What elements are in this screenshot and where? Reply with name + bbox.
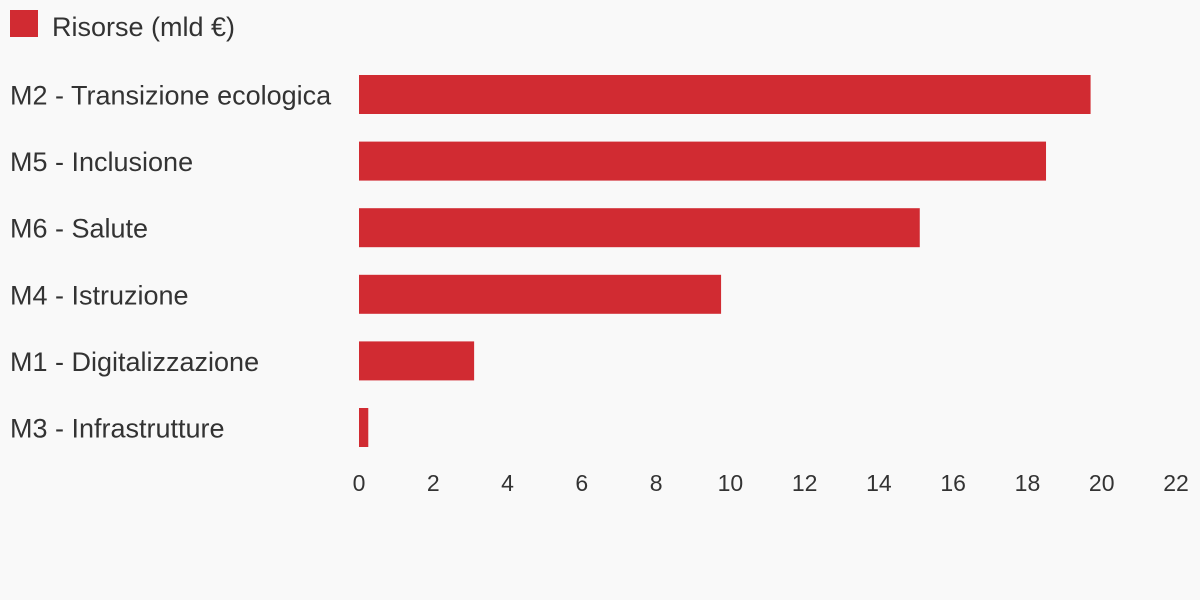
bar: [359, 408, 369, 447]
bar: [359, 274, 722, 314]
legend-label: Risorse (mld €): [52, 12, 235, 42]
category-labels: M2 - Transizione ecologica M5 - Inclusion…: [10, 81, 332, 444]
x-tick-label: 8: [650, 470, 663, 496]
x-tick-label: 6: [575, 470, 588, 496]
x-tick-label: 0: [353, 470, 366, 496]
legend: Risorse (mld €): [10, 10, 235, 42]
bar: [359, 341, 475, 381]
x-tick-label: 20: [1089, 470, 1115, 496]
x-tick-label: 22: [1163, 470, 1189, 496]
bars: [359, 75, 1091, 447]
x-tick-label: 2: [427, 470, 440, 496]
x-tick-label: 10: [718, 470, 744, 496]
category-label: M2 - Transizione ecologica: [10, 81, 332, 111]
bar: [359, 75, 1091, 114]
x-tick-label: 12: [792, 470, 818, 496]
bar: [359, 141, 1047, 181]
category-label: M4 - Istruzione: [10, 280, 189, 310]
x-tick-label: 18: [1015, 470, 1041, 496]
x-tick-label: 14: [866, 470, 892, 496]
category-label: M3 - Infrastrutture: [10, 414, 225, 444]
x-axis-tick-labels: 0 2 4 6 8 10 12 14 16 18 20 22: [353, 470, 1189, 496]
category-label: M6 - Salute: [10, 214, 148, 244]
bar: [359, 208, 920, 248]
category-label: M1 - Digitalizzazione: [10, 347, 259, 377]
x-tick-label: 16: [940, 470, 966, 496]
category-label: M5 - Inclusione: [10, 147, 193, 177]
x-tick-label: 4: [501, 470, 514, 496]
legend-swatch: [10, 10, 38, 37]
